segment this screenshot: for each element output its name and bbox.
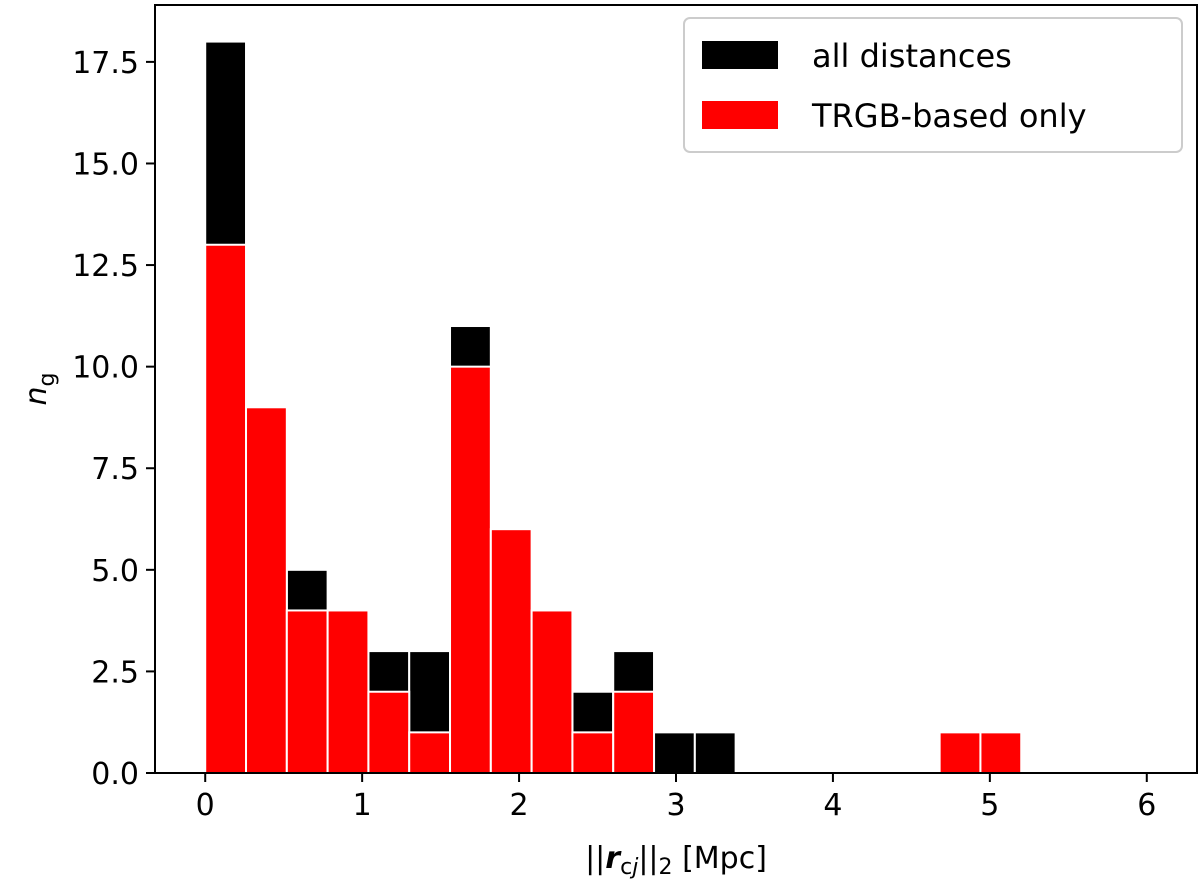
x-tick-label: 1 bbox=[353, 788, 372, 823]
y-tick-label: 12.5 bbox=[72, 249, 139, 284]
bar-all-distances bbox=[653, 731, 696, 774]
y-tick-label: 0.0 bbox=[91, 757, 139, 792]
bar-trgb bbox=[979, 731, 1023, 774]
x-axis: 0 1 2 3 4 5 6 bbox=[196, 773, 1156, 823]
bar-trgb bbox=[408, 731, 452, 774]
x-axis-title: ||rcj||2 [Mpc] bbox=[585, 841, 767, 880]
bar-trgb bbox=[326, 609, 370, 775]
series-trgb-bars bbox=[204, 243, 1023, 775]
y-tick-label: 17.5 bbox=[72, 46, 139, 81]
bar-trgb bbox=[449, 365, 492, 774]
y-tick-label: 15.0 bbox=[72, 147, 139, 182]
x-tick-label: 3 bbox=[666, 788, 685, 823]
legend: all distances TRGB-based only bbox=[683, 17, 1183, 153]
bar-trgb bbox=[938, 731, 982, 774]
legend-label-trgb: TRGB-based only bbox=[811, 97, 1087, 135]
x-tick-label: 5 bbox=[980, 788, 999, 823]
bar-all-distances bbox=[693, 731, 737, 774]
bar-trgb bbox=[367, 690, 411, 775]
legend-frame bbox=[683, 17, 1183, 153]
x-tick-label: 0 bbox=[196, 788, 215, 823]
legend-label-all-distances: all distances bbox=[812, 37, 1012, 75]
y-tick-label: 5.0 bbox=[91, 554, 139, 589]
bar-trgb bbox=[489, 528, 533, 775]
x-tick-label: 2 bbox=[510, 788, 529, 823]
x-tick-label: 4 bbox=[823, 788, 842, 823]
y-tick-label: 10.0 bbox=[72, 351, 139, 386]
bar-trgb bbox=[245, 406, 288, 774]
bar-trgb bbox=[612, 690, 656, 775]
bar-trgb bbox=[530, 609, 574, 775]
bar-trgb bbox=[204, 243, 248, 774]
y-axis-title: ng bbox=[19, 373, 60, 406]
x-tick-label: 6 bbox=[1137, 788, 1156, 823]
legend-swatch-all-distances bbox=[702, 41, 778, 69]
bar-trgb bbox=[285, 609, 329, 775]
legend-swatch-trgb bbox=[702, 101, 778, 129]
y-axis: 0.0 2.5 5.0 7.5 10.0 12.5 15.0 17.5 bbox=[72, 46, 155, 792]
bar-trgb bbox=[571, 731, 615, 774]
y-tick-label: 7.5 bbox=[91, 452, 139, 487]
y-tick-label: 2.5 bbox=[91, 655, 139, 690]
